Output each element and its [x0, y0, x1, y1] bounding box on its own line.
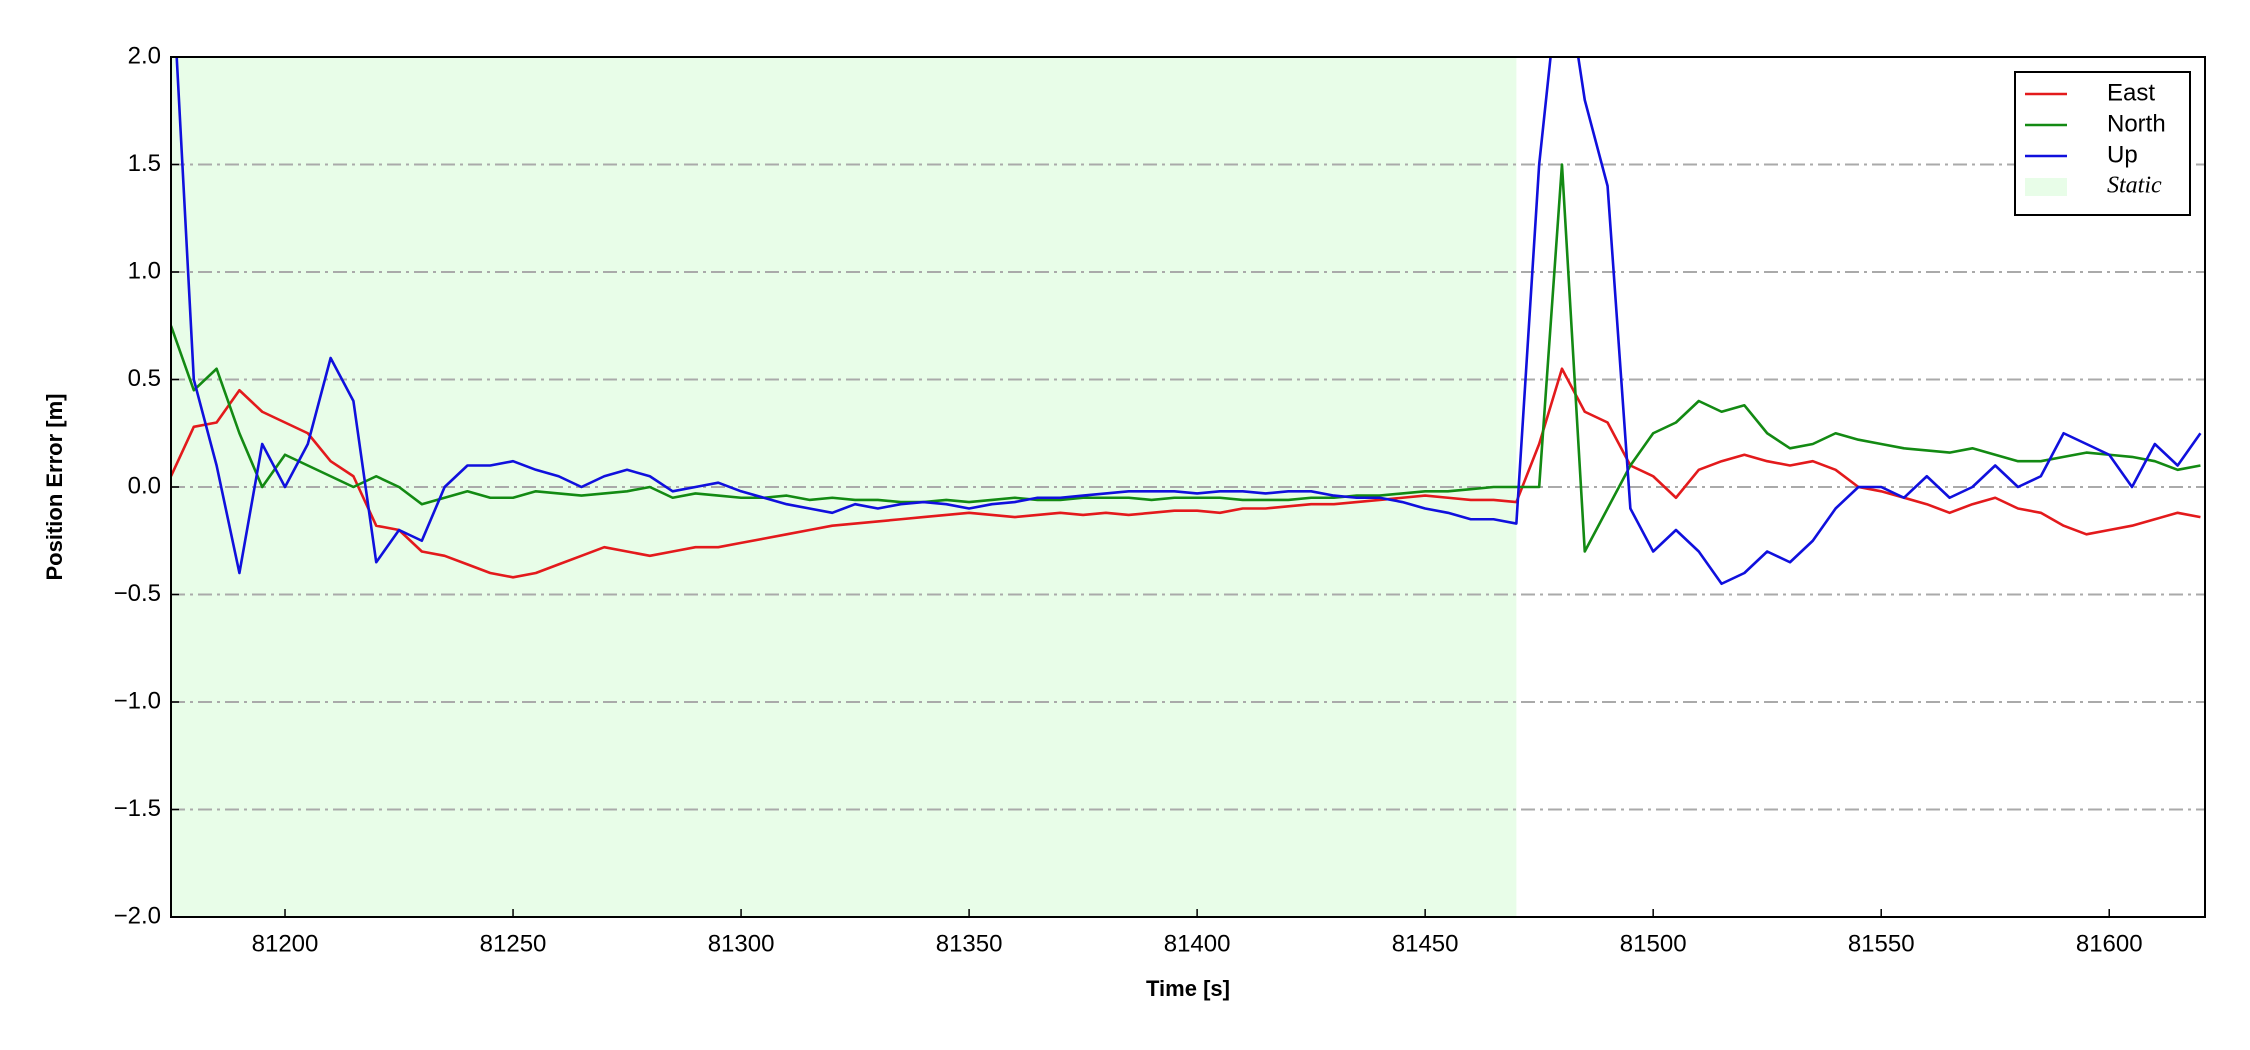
x-tick-label: 81300: [708, 930, 775, 957]
y-tick-label: 0.5: [128, 365, 161, 392]
series-line: [175, 57, 2202, 586]
y-tick-label: 1.5: [128, 150, 161, 177]
y-axis-label: Position Error [m]: [42, 393, 67, 580]
y-tick-label: −0.5: [114, 580, 161, 607]
plot-frame: [170, 56, 2206, 918]
x-axis-label: Time [s]: [1146, 976, 1230, 1001]
x-tick-label: 81450: [1392, 930, 1459, 957]
y-tick-label: 0.0: [128, 472, 161, 499]
legend-label: Up: [2107, 141, 2138, 168]
y-tick-label: −1.5: [114, 795, 161, 822]
y-tick-label: −1.0: [114, 687, 161, 714]
legend-label: Static: [2107, 173, 2162, 199]
x-tick-label: 81200: [252, 930, 319, 957]
plot-area: [171, 57, 2205, 917]
x-tick-label: 81500: [1620, 930, 1687, 957]
y-tick-label: 1.0: [128, 257, 161, 284]
series-line: [171, 163, 2201, 553]
y-tick-label: −2.0: [114, 902, 161, 929]
x-tick-label: 81350: [936, 930, 1003, 957]
legend-swatch: [2025, 178, 2067, 196]
legend-label: East: [2107, 79, 2155, 106]
y-tick-label: 2.0: [128, 42, 161, 69]
x-tick-label: 81550: [1848, 930, 1915, 957]
x-tick-label: 81600: [2076, 930, 2143, 957]
x-tick-label: 81250: [480, 930, 547, 957]
legend-label: North: [2107, 110, 2166, 137]
x-tick-label: 81400: [1164, 930, 1231, 957]
